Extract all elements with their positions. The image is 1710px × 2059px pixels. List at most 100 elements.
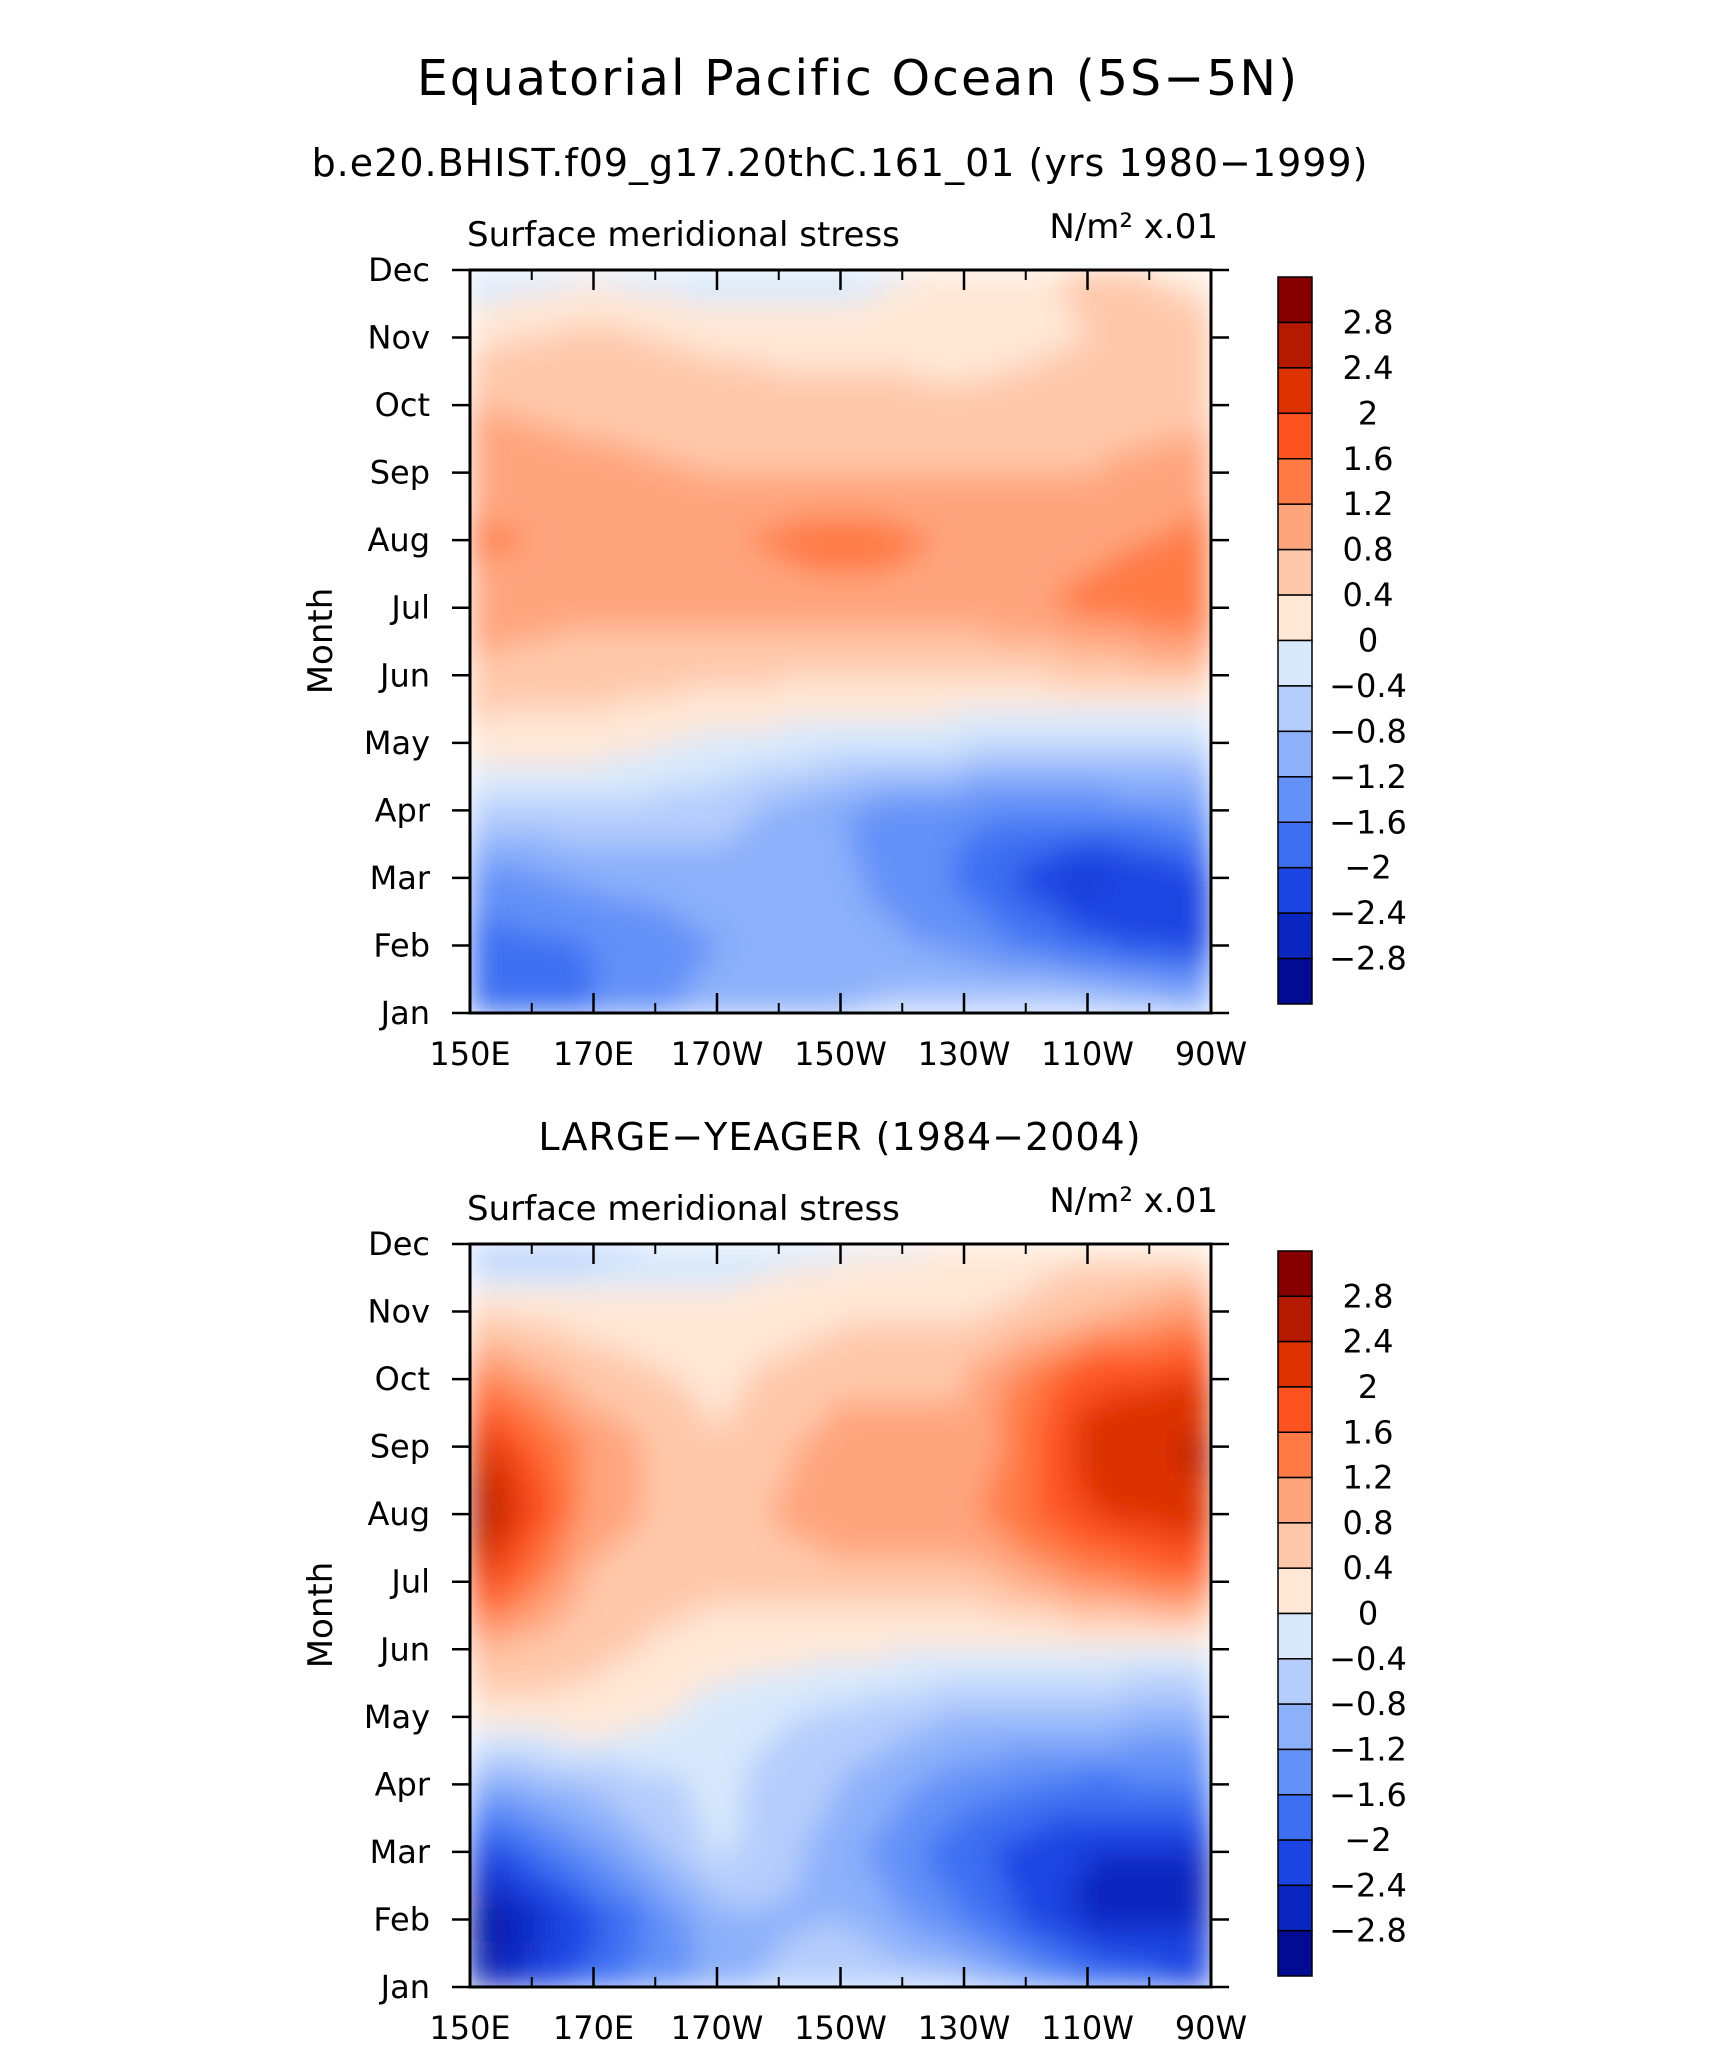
- heatmap-cell: [679, 303, 694, 316]
- heatmap-cell: [544, 945, 558, 958]
- heatmap-cell: [519, 303, 533, 316]
- heatmap-cell: [828, 461, 842, 474]
- heatmap-cell: [494, 754, 508, 767]
- heatmap-cell: [902, 483, 916, 496]
- heatmap-cell: [778, 360, 792, 373]
- heatmap-cell: [1013, 877, 1027, 890]
- heatmap-cell: [1062, 348, 1076, 361]
- colorbar-label: 2.8: [1343, 303, 1394, 341]
- heatmap-cell: [704, 562, 718, 575]
- heatmap-cell: [717, 911, 731, 924]
- heatmap-cell: [791, 528, 805, 541]
- heatmap-cell: [778, 303, 792, 316]
- heatmap-cell: [914, 1334, 928, 1347]
- heatmap-cell: [544, 664, 558, 677]
- heatmap-cell: [605, 990, 619, 1003]
- heatmap-cell: [642, 337, 657, 350]
- heatmap-cell: [556, 303, 570, 316]
- heatmap-cell: [778, 697, 792, 710]
- heatmap-cell: [605, 967, 619, 981]
- heatmap-cell: [470, 799, 484, 812]
- heatmap-cell: [964, 450, 978, 463]
- heatmap-cell: [507, 934, 521, 947]
- heatmap-cell: [778, 495, 792, 508]
- heatmap-cell: [840, 934, 854, 947]
- heatmap-cell: [877, 866, 891, 879]
- heatmap-cell: [1198, 967, 1211, 981]
- heatmap-cell: [605, 337, 619, 350]
- heatmap-cell: [544, 765, 558, 778]
- heatmap-cell: [926, 551, 941, 564]
- heatmap-cell: [494, 427, 508, 440]
- heatmap-cell: [865, 787, 879, 800]
- heatmap-cell: [692, 990, 706, 1003]
- heatmap-cell: [581, 517, 595, 530]
- heatmap-cell: [815, 270, 829, 283]
- heatmap-cell: [754, 348, 768, 361]
- heatmap-cell: [494, 652, 508, 665]
- heatmap-cell: [766, 270, 780, 283]
- heatmap-cell: [531, 1311, 545, 1324]
- heatmap-cell: [1136, 765, 1151, 778]
- heatmap-cell: [507, 416, 521, 429]
- heatmap-cell: [482, 1379, 496, 1392]
- heatmap-cell: [1186, 641, 1200, 654]
- heatmap-cell: [766, 315, 780, 328]
- heatmap-cell: [568, 664, 582, 677]
- heatmap-cell: [1186, 292, 1200, 305]
- heatmap-cell: [1050, 1322, 1064, 1335]
- heatmap-cell: [964, 371, 978, 384]
- heatmap-cell: [507, 765, 521, 778]
- heatmap-cell: [877, 483, 891, 496]
- heatmap-cell: [902, 979, 916, 992]
- heatmap-cell: [519, 1266, 533, 1279]
- heatmap-cell: [630, 832, 644, 845]
- heatmap-cell: [556, 810, 570, 823]
- heatmap-cell: [1025, 1356, 1039, 1369]
- heatmap-cell: [926, 618, 941, 632]
- heatmap-cell: [914, 483, 928, 496]
- heatmap-cell: [593, 416, 607, 429]
- heatmap-cell: [1136, 472, 1151, 485]
- heatmap-cell: [852, 528, 866, 541]
- heatmap-cell: [1050, 585, 1064, 598]
- heatmap-cell: [704, 382, 718, 395]
- heatmap-cell: [655, 315, 669, 328]
- heatmap-cell: [1124, 821, 1138, 834]
- heatmap-cell: [618, 528, 632, 541]
- heatmap-cell: [988, 731, 1002, 744]
- heatmap-cell: [655, 855, 669, 868]
- heatmap-cell: [1025, 450, 1039, 463]
- heatmap-cell: [865, 742, 879, 755]
- heatmap-cell: [741, 697, 755, 710]
- heatmap-cell: [482, 1255, 496, 1268]
- heatmap-cell: [1062, 832, 1076, 845]
- heatmap-cell: [1001, 934, 1015, 947]
- heatmap-cell: [1075, 664, 1089, 677]
- heatmap-cell: [1198, 1277, 1211, 1290]
- heatmap-cell: [1186, 371, 1200, 384]
- heatmap-cell: [1149, 405, 1163, 418]
- heatmap-cell: [791, 1367, 805, 1380]
- heatmap-cell: [877, 742, 891, 755]
- heatmap-cell: [791, 686, 805, 699]
- heatmap-cell: [704, 1266, 718, 1279]
- heatmap-cell: [803, 844, 817, 857]
- heatmap-cell: [618, 405, 632, 418]
- heatmap-cell: [556, 855, 570, 868]
- heatmap-cell: [951, 742, 965, 755]
- heatmap-cell: [914, 1266, 928, 1279]
- heatmap-cell: [692, 821, 706, 834]
- heatmap-cell: [1136, 1289, 1151, 1302]
- heatmap-cell: [877, 472, 891, 485]
- heatmap-cell: [556, 1412, 570, 1425]
- heatmap-cell: [1013, 517, 1027, 530]
- heatmap-cell: [1161, 562, 1175, 575]
- heatmap-cell: [556, 405, 570, 418]
- heatmap-cell: [544, 922, 558, 935]
- heatmap-cell: [914, 618, 928, 632]
- heatmap-cell: [964, 382, 978, 395]
- heatmap-cell: [593, 1401, 607, 1414]
- heatmap-cell: [717, 371, 731, 384]
- heatmap-cell: [741, 911, 755, 924]
